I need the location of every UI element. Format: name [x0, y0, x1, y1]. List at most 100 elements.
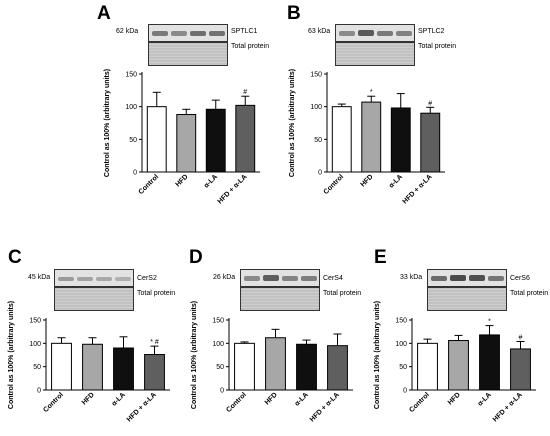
panel-a-kda: 62 kDa: [116, 28, 139, 35]
panel-e-bar-1: [448, 340, 469, 391]
panel-e-annotation-3: #: [519, 334, 523, 341]
panel-b-category-1: HFD: [360, 173, 375, 188]
panel-a-letter: A: [97, 3, 111, 24]
panel-b-ytick-label-3: 150: [310, 72, 322, 79]
panel-b-bar-0: [331, 106, 352, 173]
panel-d-target-bands: [244, 275, 317, 281]
panel-a-total-label: Total protein: [231, 43, 270, 50]
panel-b-bar-3: [420, 112, 441, 173]
panel-d: D 26 kDa CerS4 Total protein Control as …: [183, 240, 366, 436]
panel-a-ytick-label-0: 0: [133, 170, 137, 177]
panel-d-category-2: α-LA: [294, 391, 310, 407]
panel-d-ytick-label-0: 0: [220, 388, 224, 395]
panel-a: A 62 kDa SPTLC1 Total protein Control as…: [0, 0, 275, 218]
panel-b-total-blot: [335, 42, 415, 66]
panel-c-kda: 45 kDa: [28, 274, 51, 281]
panel-e-ytick-label-1: 50: [399, 364, 407, 371]
panel-c-ytick-label-0: 0: [37, 388, 41, 395]
panel-e-ytick-label-0: 0: [403, 388, 407, 395]
panel-e-total-label: Total protein: [510, 290, 549, 297]
panel-d-total-blot: [240, 287, 320, 311]
panel-b-ylabel: Control as 100% (arbitrary units): [289, 69, 296, 177]
panel-b-target-bands: [339, 30, 412, 36]
panel-d-category-0: Control: [225, 391, 248, 414]
panel-e-annotation-2: *: [488, 319, 491, 326]
panel-c-category-1: HFD: [81, 391, 96, 406]
panel-d-protein-label: CerS4: [323, 275, 343, 282]
panel-c-bar-3: [144, 354, 165, 391]
panel-d-letter: D: [189, 247, 203, 268]
panel-a-target-bands: [152, 31, 225, 36]
panel-b-kda: 63 kDa: [308, 28, 331, 35]
panel-c-total-blot: [54, 287, 134, 311]
panel-d-kda: 26 kDa: [213, 274, 236, 281]
panel-e-letter: E: [374, 247, 387, 268]
panel-a-category-3: HFD + α-LA: [217, 173, 249, 205]
panel-e-protein-label: CerS6: [510, 275, 530, 282]
panel-c-bar-1: [82, 343, 103, 391]
panel-a-chart: Control as 100% (arbitrary units) 0 50 100 1…: [104, 69, 260, 206]
panel-a-ytick-label-3: 150: [125, 72, 137, 79]
panel-d-ytick-label-3: 150: [212, 318, 224, 325]
panel-b-annotation-1: *: [370, 89, 373, 96]
panel-e-kda: 33 kDa: [400, 274, 423, 281]
panel-a-category-0: Control: [138, 173, 161, 196]
panel-c-bar-0: [51, 342, 72, 391]
panel-d-chart: Control as 100% (arbitrary units) 0 50 100 1…: [191, 301, 353, 424]
panel-c-ytick-label-2: 100: [29, 341, 41, 348]
panel-c-total-label: Total protein: [137, 290, 176, 297]
panel-b-annotation-3: #: [428, 100, 432, 107]
panel-c-letter: C: [8, 247, 22, 268]
panel-d-ytick-label-2: 100: [212, 341, 224, 348]
panel-d-target-blot: [240, 269, 320, 287]
panel-e-category-0: Control: [408, 391, 431, 414]
panel-b-target-blot: [335, 24, 415, 42]
panel-b-ytick-label-0: 0: [318, 170, 322, 177]
panel-d-ylabel: Control as 100% (arbitrary units): [191, 301, 198, 409]
panel-c-category-2: α-LA: [111, 391, 127, 407]
panel-b-chart: Control as 100% (arbitrary units) 0 50 100 1…: [289, 69, 445, 206]
panel-a-bar-3: [235, 104, 256, 173]
panel-e: E 33 kDa CerS6 Total protein Control as …: [366, 240, 550, 436]
panel-c-ytick-label-1: 50: [33, 364, 41, 371]
panel-e-target-blot: [427, 269, 507, 287]
panel-a-bar-0: [146, 106, 167, 173]
panel-a-annotation-3: #: [243, 89, 247, 96]
panel-a-bar-2: [205, 108, 226, 173]
panel-a-category-2: α-LA: [203, 173, 219, 189]
panel-e-bar-3: [510, 348, 531, 391]
panel-c-bar-2: [113, 347, 134, 391]
panel-c-category-0: Control: [42, 391, 65, 414]
panel-c-category-3: HFD + α-LA: [126, 391, 158, 423]
panel-b-bar-2: [390, 107, 411, 173]
panel-b-bar-1: [361, 101, 382, 173]
panel-e-bar-0: [417, 342, 438, 391]
panel-e-ytick-label-3: 150: [395, 318, 407, 325]
panel-d-total-label: Total protein: [323, 290, 362, 297]
panel-b-total-label: Total protein: [418, 43, 457, 50]
panel-e-category-2: α-LA: [477, 391, 493, 407]
panel-d-bar-0: [234, 342, 255, 391]
panel-c: C 45 kDa CerS2 Total protein Control as …: [0, 240, 183, 436]
panel-a-target-blot: [148, 24, 228, 42]
panel-d-bar-1: [265, 337, 286, 391]
panel-c-ylabel: Control as 100% (arbitrary units): [8, 301, 15, 409]
panel-d-category-3: HFD + α-LA: [309, 391, 341, 423]
panel-c-protein-label: CerS2: [137, 275, 157, 282]
panel-c-annotation-3: * #: [150, 339, 159, 346]
panel-a-protein-label: SPTLC1: [231, 28, 258, 35]
panel-e-chart: Control as 100% (arbitrary units) 0 50 100 1…: [374, 301, 536, 424]
panel-b-ytick-label-2: 100: [310, 104, 322, 111]
panel-d-bar-2: [296, 343, 317, 391]
panel-b-category-2: α-LA: [388, 173, 404, 189]
panel-e-target-bands: [431, 275, 504, 281]
panel-b-letter: B: [287, 3, 301, 24]
panel-d-bar-3: [327, 345, 348, 391]
panel-d-category-1: HFD: [264, 391, 279, 406]
panel-b-protein-label: SPTLC2: [418, 28, 445, 35]
panel-e-ytick-label-2: 100: [395, 341, 407, 348]
panel-e-bar-2: [479, 334, 500, 391]
panel-a-bar-1: [176, 114, 197, 173]
panel-a-ylabel: Control as 100% (arbitrary units): [104, 69, 111, 177]
panel-c-ytick-label-3: 150: [29, 318, 41, 325]
